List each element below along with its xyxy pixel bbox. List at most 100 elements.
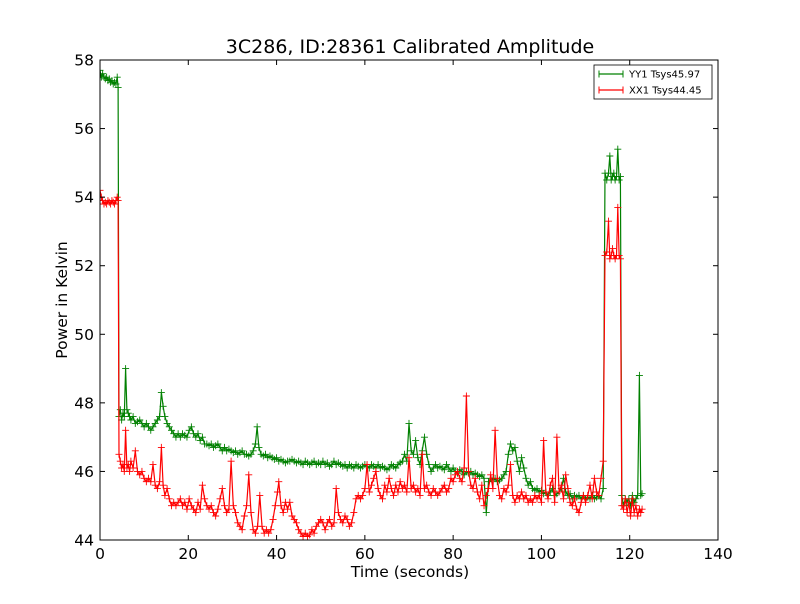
data-point-marker xyxy=(122,426,130,434)
data-point-marker xyxy=(273,488,281,496)
data-point-marker xyxy=(157,443,165,451)
data-point-marker xyxy=(462,392,470,400)
data-point-marker xyxy=(225,505,233,513)
data-point-marker xyxy=(310,529,318,537)
data-point-marker xyxy=(590,474,598,482)
data-point-marker xyxy=(374,485,382,493)
data-point-marker xyxy=(251,529,259,537)
data-point-marker xyxy=(350,509,358,517)
data-point-marker xyxy=(460,464,468,472)
data-point-marker xyxy=(511,443,519,451)
data-point-marker xyxy=(255,443,263,451)
data-point-marker xyxy=(504,481,512,489)
data-point-marker xyxy=(599,457,607,465)
data-point-marker xyxy=(632,502,640,510)
data-point-marker xyxy=(207,502,215,510)
data-point-marker xyxy=(131,447,139,455)
data-point-marker xyxy=(546,481,554,489)
data-point-marker xyxy=(511,498,519,506)
data-point-marker xyxy=(214,505,222,513)
data-point-marker xyxy=(614,203,622,211)
data-point-marker xyxy=(149,461,157,469)
data-point-marker xyxy=(159,481,167,489)
data-point-marker xyxy=(284,505,292,513)
data-point-marker xyxy=(627,512,635,520)
data-point-marker xyxy=(634,512,642,520)
data-point-marker xyxy=(192,509,200,517)
data-point-marker xyxy=(381,481,389,489)
data-point-marker xyxy=(482,509,490,517)
data-point-marker xyxy=(100,186,104,194)
data-point-marker xyxy=(504,450,512,458)
data-point-marker xyxy=(185,495,193,503)
data-point-marker xyxy=(440,481,448,489)
data-point-marker xyxy=(575,509,583,517)
data-point-marker xyxy=(535,491,543,499)
data-point-marker xyxy=(637,509,645,517)
data-point-marker xyxy=(292,519,300,527)
data-point-marker xyxy=(449,478,457,486)
data-point-marker xyxy=(198,433,206,441)
data-point-marker xyxy=(396,478,404,486)
data-point-marker xyxy=(385,474,393,482)
data-point-marker xyxy=(379,495,387,503)
data-point-marker xyxy=(480,502,488,510)
y-tick-label: 46 xyxy=(74,463,94,481)
data-point-marker xyxy=(522,474,530,482)
legend-swatch-marker xyxy=(598,86,624,94)
data-point-marker xyxy=(623,509,631,517)
data-point-marker xyxy=(562,471,570,479)
data-point-marker xyxy=(256,491,264,499)
data-point-marker xyxy=(615,176,623,184)
x-tick-label: 80 xyxy=(443,545,463,563)
x-tick-label: 0 xyxy=(95,545,105,563)
data-point-marker xyxy=(537,498,545,506)
data-point-marker xyxy=(253,423,261,431)
data-point-marker xyxy=(157,389,165,397)
data-point-marker xyxy=(153,485,161,493)
data-point-marker xyxy=(176,495,184,503)
data-point-marker xyxy=(595,491,603,499)
data-point-marker xyxy=(616,173,624,181)
y-tick-label: 58 xyxy=(74,52,94,70)
y-tick-label: 52 xyxy=(74,257,94,275)
data-point-marker xyxy=(551,498,559,506)
data-point-marker xyxy=(520,464,528,472)
data-point-marker xyxy=(586,481,594,489)
data-point-marker xyxy=(201,495,209,503)
data-point-marker xyxy=(480,474,488,482)
data-point-marker xyxy=(111,78,119,86)
data-point-marker xyxy=(584,491,592,499)
data-point-marker xyxy=(348,519,356,527)
legend-swatch-marker xyxy=(598,70,624,78)
legend: YY1 Tsys45.97 XX1 Tsys44.45 xyxy=(593,64,713,100)
data-point-marker xyxy=(194,430,202,438)
data-point-marker xyxy=(196,505,204,513)
data-point-marker xyxy=(111,200,119,208)
data-point-marker xyxy=(553,433,561,441)
data-point-marker xyxy=(471,474,479,482)
data-point-marker xyxy=(440,466,448,474)
data-point-marker xyxy=(568,502,576,510)
data-point-marker xyxy=(229,502,237,510)
data-point-marker xyxy=(159,402,167,410)
legend-entry-label: XX1 Tsys44.45 xyxy=(629,86,702,97)
data-point-marker xyxy=(113,193,121,201)
legend-entry-label: YY1 Tsys45.97 xyxy=(628,70,700,81)
data-point-marker xyxy=(478,481,486,489)
data-point-marker xyxy=(599,485,607,493)
data-point-marker xyxy=(216,495,224,503)
data-point-marker xyxy=(458,478,466,486)
data-point-marker xyxy=(621,495,629,503)
data-point-marker xyxy=(401,450,409,458)
data-point-marker xyxy=(156,478,164,486)
data-point-marker xyxy=(614,145,622,153)
data-point-marker xyxy=(487,471,495,479)
data-point-marker xyxy=(555,488,563,496)
data-point-marker xyxy=(597,474,605,482)
data-point-marker xyxy=(227,457,235,465)
data-point-marker xyxy=(394,488,402,496)
data-point-marker xyxy=(218,485,226,493)
data-point-marker xyxy=(390,491,398,499)
